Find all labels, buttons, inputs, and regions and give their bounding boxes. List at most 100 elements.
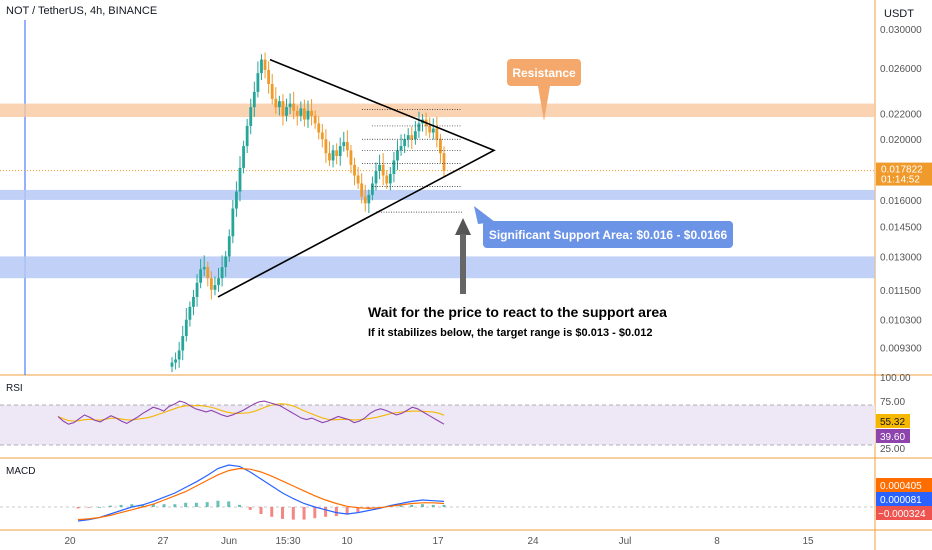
macd-label: MACD xyxy=(6,466,35,477)
price-axis[interactable]: 0.030000 0.026000 0.022000 0.020000 0.016000… xyxy=(880,25,922,355)
support-zone-upper xyxy=(0,189,875,200)
candle-body xyxy=(392,160,396,174)
candle-body xyxy=(417,123,421,132)
candle-body xyxy=(410,135,414,140)
price-tick-label: 0.011500 xyxy=(880,286,921,297)
candle-body xyxy=(413,131,417,140)
candle-body xyxy=(292,103,296,111)
candles-group xyxy=(170,52,446,373)
dotted-levels xyxy=(362,109,462,213)
macd-hist-bar xyxy=(248,507,252,510)
triangle-pattern xyxy=(217,58,496,298)
price-tick-label: 0.026000 xyxy=(880,64,922,75)
candle-body xyxy=(381,164,385,176)
candle-body xyxy=(374,170,378,184)
candle-body xyxy=(249,107,253,126)
macd-hist-bar xyxy=(87,507,91,508)
candle-body xyxy=(202,267,206,270)
candle-body xyxy=(399,146,403,151)
chart-title: NOT / TetherUS, 4h, BINANCE xyxy=(6,5,157,17)
candle-body xyxy=(267,69,271,85)
candle-body xyxy=(306,110,310,120)
candle-body xyxy=(428,125,432,133)
price-tick-label: 0.022000 xyxy=(880,109,922,120)
price-tick-label: 0.014500 xyxy=(880,223,922,234)
candle-body xyxy=(181,336,185,351)
macd-histogram xyxy=(76,500,446,520)
macd-hist-bar xyxy=(302,507,306,520)
candle-body xyxy=(174,359,177,363)
macd-hist-bar xyxy=(162,504,166,507)
candle-body xyxy=(177,350,181,360)
macd-hist-bar xyxy=(410,504,414,507)
time-tick-label: Jul xyxy=(619,536,632,547)
macd-signal-badge: 0.000405 xyxy=(880,481,922,492)
current-price-value: 0.017822 xyxy=(881,165,923,176)
macd-hist-bar xyxy=(130,504,134,507)
macd-signal-badge-bg xyxy=(876,478,932,492)
candle-body xyxy=(328,153,331,161)
candle-body xyxy=(403,139,407,147)
macd-value-badge: 0.000081 xyxy=(880,495,922,506)
macd-hist-bar xyxy=(313,507,317,519)
candle-body xyxy=(281,101,285,116)
currency-label: USDT xyxy=(884,8,914,20)
candle-body xyxy=(310,110,313,116)
rsi-value-badge-bg xyxy=(876,414,910,428)
rsi-ma-line xyxy=(57,403,445,422)
rsi-ma-badge: 39.60 xyxy=(880,432,905,443)
time-tick-label: 20 xyxy=(64,536,76,547)
macd-hist-bar xyxy=(345,507,349,515)
rsi-label: RSI xyxy=(6,383,23,394)
candle-body xyxy=(442,153,446,171)
macd-hist-bar xyxy=(216,500,220,507)
candle-body xyxy=(260,59,263,74)
sub-note: If it stabilizes below, the target range… xyxy=(368,327,652,339)
candle-body xyxy=(388,173,392,184)
support-zone-lower xyxy=(0,256,875,279)
candle-body xyxy=(363,196,367,204)
macd-hist-bar xyxy=(356,507,360,512)
candle-body xyxy=(224,256,228,268)
signal-line xyxy=(77,467,445,521)
candle-body xyxy=(295,110,299,116)
candle-body xyxy=(238,167,242,192)
candle-body xyxy=(235,191,238,209)
candle-body xyxy=(335,150,339,157)
macd-hist-bar xyxy=(108,505,112,507)
candle-body xyxy=(288,103,292,108)
time-axis[interactable]: 20 27 Jun 15:30 10 17 24 Jul 8 15 xyxy=(64,536,814,547)
candle-body xyxy=(184,319,188,337)
candle-body xyxy=(188,306,192,320)
price-tick-label: 0.009300 xyxy=(880,344,922,355)
candle-body xyxy=(331,150,335,161)
time-tick-label: 17 xyxy=(432,536,444,547)
rsi-tick-25: 25.00 xyxy=(880,444,905,455)
candle-body xyxy=(199,269,203,283)
macd-hist-bar xyxy=(324,507,328,517)
macd-hist-bar xyxy=(442,504,446,507)
candle-body xyxy=(396,150,399,161)
price-tick-label: 0.030000 xyxy=(880,25,922,36)
candle-body xyxy=(317,123,321,133)
price-tick-label: 0.020000 xyxy=(880,135,922,146)
time-tick-label: 8 xyxy=(714,536,720,547)
macd-hist-bar xyxy=(431,504,435,507)
rsi-tick-75: 75.00 xyxy=(880,397,905,408)
main-note: Wait for the price to react to the suppo… xyxy=(368,304,667,320)
support-callout: Significant Support Area: $0.016 - $0.01… xyxy=(474,206,733,248)
candle-body xyxy=(227,236,231,257)
time-tick-label: Jun xyxy=(221,536,237,547)
candle-body xyxy=(213,285,217,290)
time-tick-label: 27 xyxy=(157,536,169,547)
macd-hist-bar xyxy=(259,507,263,514)
candle-body xyxy=(342,141,346,147)
time-tick-label: 15 xyxy=(802,536,814,547)
macd-hist-bar xyxy=(141,504,145,507)
time-tick-label: 10 xyxy=(341,536,353,547)
rsi-band xyxy=(0,405,875,445)
candle-body xyxy=(192,296,195,307)
candle-body xyxy=(274,98,278,108)
candle-body xyxy=(313,115,317,124)
